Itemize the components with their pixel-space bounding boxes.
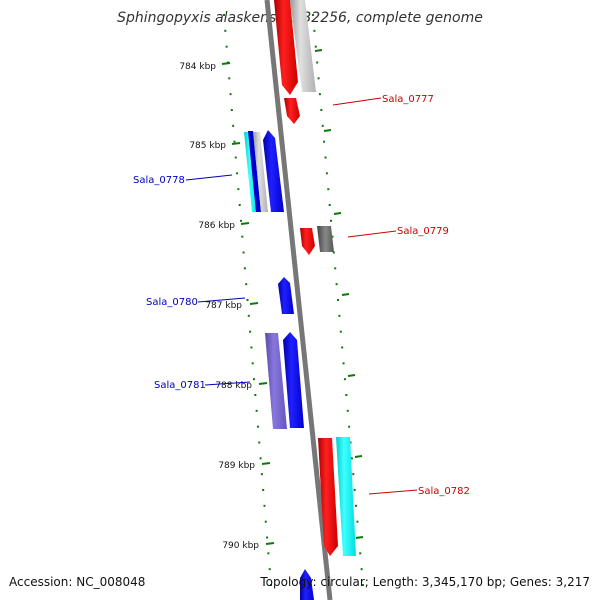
gene-label-sala-0780[interactable]: Sala_0780: [146, 297, 198, 308]
genome-backbone: [264, 0, 333, 600]
gene-feature[interactable]: [300, 228, 315, 255]
gene-feature[interactable]: [265, 333, 287, 429]
scale-ticks: 784 kbp 785 kbp 786 kbp 787 kbp 788 kbp …: [179, 62, 275, 551]
gene-feature[interactable]: [318, 438, 338, 556]
gene-feature[interactable]: [300, 569, 314, 600]
gene-label-sala-0779[interactable]: Sala_0779: [397, 226, 449, 237]
tick-label: 789 kbp: [218, 461, 255, 471]
right-ticks: [314, 49, 364, 539]
summary-text: Topology: circular; Length: 3,345,170 bp…: [260, 575, 590, 589]
tick-label: 784 kbp: [179, 62, 216, 72]
gene-feature[interactable]: [317, 226, 334, 252]
tick-label: 788 kbp: [215, 381, 252, 391]
gene-feature[interactable]: [278, 277, 294, 314]
gene-feature[interactable]: [283, 332, 304, 428]
gene-label-sala-0782[interactable]: Sala_0782: [418, 486, 470, 497]
gene-feature[interactable]: [244, 130, 284, 212]
gene-feature[interactable]: [284, 98, 300, 124]
gene-label-sala-0781[interactable]: Sala_0781: [154, 380, 206, 391]
gene-feature[interactable]: [274, 0, 298, 95]
tick-label: 785 kbp: [189, 141, 226, 151]
gene-label-sala-0777[interactable]: Sala_0777: [382, 94, 434, 105]
gene-feature[interactable]: [336, 437, 356, 556]
tick-label: 787 kbp: [205, 301, 242, 311]
gene-label-sala-0778[interactable]: Sala_0778: [133, 175, 185, 186]
tick-label: 790 kbp: [222, 541, 259, 551]
gene-feature[interactable]: [290, 0, 316, 92]
accession-text: Accession: NC_008048: [9, 575, 146, 589]
tick-label: 786 kbp: [198, 221, 235, 231]
